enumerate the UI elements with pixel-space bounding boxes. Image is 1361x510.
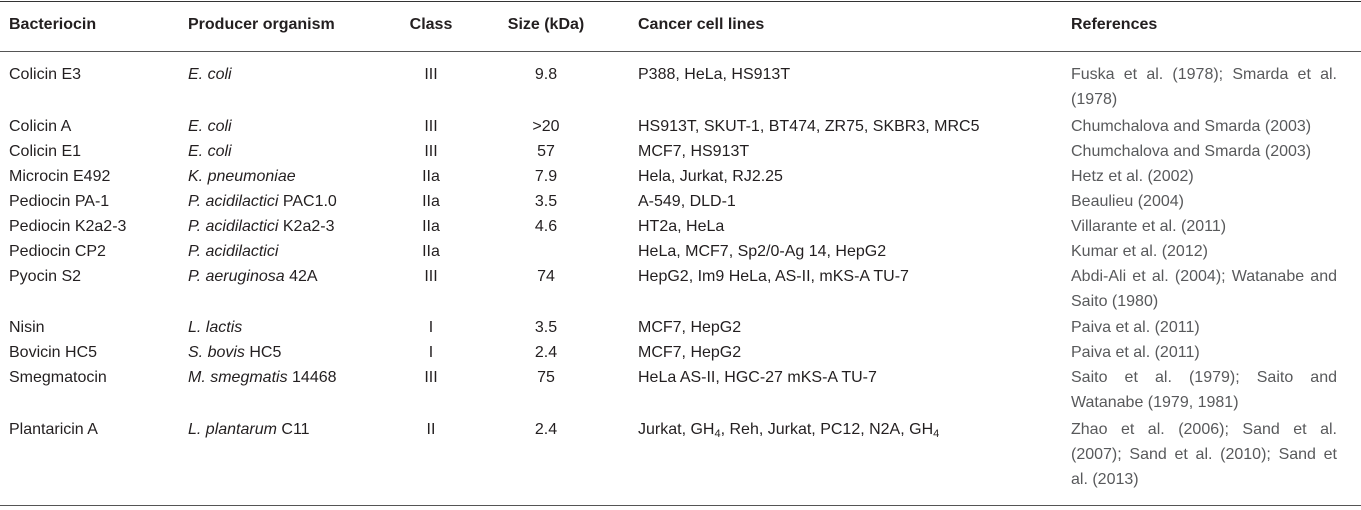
cell-bacteriocin: Colicin E1 bbox=[9, 139, 81, 164]
cell-size: 4.6 bbox=[506, 214, 586, 239]
cell-cell-lines: Hela, Jurkat, RJ2.25 bbox=[638, 164, 783, 189]
cell-bacteriocin: Colicin A bbox=[9, 114, 71, 139]
cell-class: IIa bbox=[395, 164, 467, 189]
cell-bacteriocin: Pediocin PA-1 bbox=[9, 189, 109, 214]
cell-cell-lines: MCF7, HS913T bbox=[638, 139, 749, 164]
cell-size: 3.5 bbox=[506, 315, 586, 340]
cell-size: 9.8 bbox=[506, 62, 586, 87]
cell-size: 75 bbox=[506, 365, 586, 390]
cell-class: III bbox=[395, 139, 467, 164]
cell-references: Hetz et al. (2002) bbox=[1071, 164, 1337, 189]
cell-references: Abdi-Ali et al. (2004); Watanabe and Sai… bbox=[1071, 264, 1337, 314]
cell-references: Kumar et al. (2012) bbox=[1071, 239, 1337, 264]
cell-producer: P. acidilactici PAC1.0 bbox=[188, 189, 337, 214]
cell-bacteriocin: Pyocin S2 bbox=[9, 264, 81, 289]
cell-class: IIa bbox=[395, 214, 467, 239]
cell-bacteriocin: Microcin E492 bbox=[9, 164, 110, 189]
cell-references: Villarante et al. (2011) bbox=[1071, 214, 1337, 239]
cell-bacteriocin: Colicin E3 bbox=[9, 62, 81, 87]
cell-class: III bbox=[395, 264, 467, 289]
cell-size: 57 bbox=[506, 139, 586, 164]
cell-size: >20 bbox=[506, 114, 586, 139]
cell-bacteriocin: Pediocin CP2 bbox=[9, 239, 106, 264]
cell-references: Beaulieu (2004) bbox=[1071, 189, 1337, 214]
cell-cell-lines: HS913T, SKUT-1, BT474, ZR75, SKBR3, MRC5 bbox=[638, 114, 979, 139]
cell-producer: P. acidilactici bbox=[188, 239, 278, 264]
table-top-rule bbox=[0, 1, 1361, 2]
cell-producer: P. acidilactici K2a2-3 bbox=[188, 214, 334, 239]
cell-producer: L. lactis bbox=[188, 315, 242, 340]
cell-size: 7.9 bbox=[506, 164, 586, 189]
cell-references: Zhao et al. (2006); Sand et al. (2007); … bbox=[1071, 417, 1337, 492]
header-rule bbox=[0, 51, 1361, 52]
cell-references: Paiva et al. (2011) bbox=[1071, 315, 1337, 340]
cell-references: Chumchalova and Smarda (2003) bbox=[1071, 114, 1337, 139]
table-bottom-rule bbox=[0, 505, 1361, 506]
cell-class: IIa bbox=[395, 239, 467, 264]
cell-producer: S. bovis HC5 bbox=[188, 340, 281, 365]
cell-cell-lines: P388, HeLa, HS913T bbox=[638, 62, 790, 87]
header-cancer-cell-lines: Cancer cell lines bbox=[638, 16, 764, 34]
cell-producer: E. coli bbox=[188, 114, 232, 139]
cell-class: I bbox=[395, 340, 467, 365]
cell-references: Fuska et al. (1978); Smarda et al. (1978… bbox=[1071, 62, 1337, 112]
cell-cell-lines: HeLa, MCF7, Sp2/0-Ag 14, HepG2 bbox=[638, 239, 886, 264]
cell-class: III bbox=[395, 114, 467, 139]
cell-class: III bbox=[395, 62, 467, 87]
cell-references: Chumchalova and Smarda (2003) bbox=[1071, 139, 1337, 164]
cell-size: 2.4 bbox=[506, 417, 586, 442]
cell-cell-lines: Jurkat, GH4, Reh, Jurkat, PC12, N2A, GH4 bbox=[638, 417, 939, 442]
cell-producer: L. plantarum C11 bbox=[188, 417, 310, 442]
cell-cell-lines: A-549, DLD-1 bbox=[638, 189, 736, 214]
cell-class: II bbox=[395, 417, 467, 442]
header-references: References bbox=[1071, 16, 1157, 34]
cell-cell-lines: HepG2, Im9 HeLa, AS-II, mKS-A TU-7 bbox=[638, 264, 909, 289]
cell-bacteriocin: Bovicin HC5 bbox=[9, 340, 97, 365]
cell-producer: E. coli bbox=[188, 62, 232, 87]
cell-class: III bbox=[395, 365, 467, 390]
table-header-row: Bacteriocin Producer organism Class Size… bbox=[0, 14, 1361, 38]
cell-bacteriocin: Nisin bbox=[9, 315, 45, 340]
header-bacteriocin: Bacteriocin bbox=[9, 16, 96, 34]
cell-bacteriocin: Smegmatocin bbox=[9, 365, 107, 390]
header-size: Size (kDa) bbox=[496, 16, 596, 34]
cell-size: 2.4 bbox=[506, 340, 586, 365]
header-producer-organism: Producer organism bbox=[188, 16, 335, 34]
cell-references: Paiva et al. (2011) bbox=[1071, 340, 1337, 365]
header-class: Class bbox=[395, 16, 467, 34]
cell-cell-lines: HeLa AS-II, HGC-27 mKS-A TU-7 bbox=[638, 365, 877, 390]
cell-cell-lines: MCF7, HepG2 bbox=[638, 340, 741, 365]
cell-size: 74 bbox=[506, 264, 586, 289]
cell-class: IIa bbox=[395, 189, 467, 214]
cell-producer: M. smegmatis 14468 bbox=[188, 365, 337, 390]
cell-bacteriocin: Pediocin K2a2-3 bbox=[9, 214, 126, 239]
cell-bacteriocin: Plantaricin A bbox=[9, 417, 98, 442]
cell-cell-lines: MCF7, HepG2 bbox=[638, 315, 741, 340]
cell-producer: P. aeruginosa 42A bbox=[188, 264, 318, 289]
cell-producer: E. coli bbox=[188, 139, 232, 164]
cell-references: Saito et al. (1979); Saito and Watanabe … bbox=[1071, 365, 1337, 415]
cell-cell-lines: HT2a, HeLa bbox=[638, 214, 724, 239]
cell-size: 3.5 bbox=[506, 189, 586, 214]
cell-class: I bbox=[395, 315, 467, 340]
cell-producer: K. pneumoniae bbox=[188, 164, 296, 189]
